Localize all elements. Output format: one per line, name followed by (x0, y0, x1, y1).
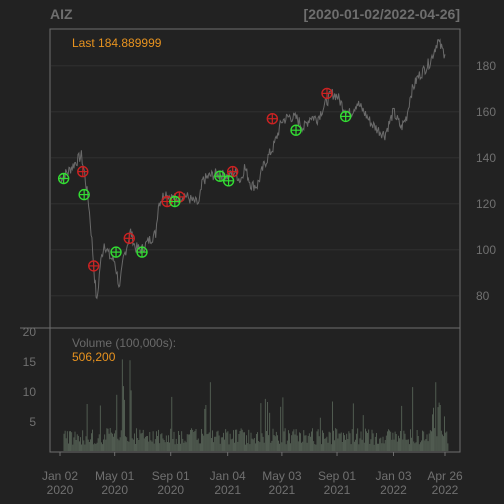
price-tick-label: 140 (476, 151, 496, 165)
time-tick-label-month: Apr 26 (427, 469, 463, 483)
time-tick-label-year: 2020 (157, 483, 184, 497)
buy-signal-marker (222, 175, 235, 187)
buy-signal-marker (169, 195, 181, 208)
volume-last-value: 506,200 (72, 350, 116, 364)
price-tick-label: 100 (476, 243, 496, 257)
time-tick-label-month: Jan 02 (42, 469, 78, 483)
time-tick-label-month: May 01 (95, 469, 135, 483)
buy-signal-marker (110, 246, 122, 258)
time-tick-label-year: 2020 (101, 483, 128, 497)
last-price-label: Last 184.889999 (72, 36, 162, 50)
time-tick-label-month: Jan 04 (210, 469, 246, 483)
volume-label: Volume (100,000s): (72, 336, 176, 350)
sell-signal-marker (226, 165, 239, 178)
time-tick-label-year: 2021 (324, 483, 351, 497)
volume-tick-label: 5 (29, 415, 36, 429)
price-tick-label: 160 (476, 105, 496, 119)
time-tick-label-month: Jan 03 (375, 469, 411, 483)
sell-signal-marker (77, 165, 89, 178)
sell-signal-marker (88, 260, 100, 272)
buy-signal-marker (136, 246, 148, 258)
sell-signal-marker (123, 232, 135, 245)
price-tick-label: 80 (476, 289, 490, 303)
price-panel-frame (49, 28, 461, 329)
buy-signal-marker (290, 124, 302, 136)
volume-tick-label: 15 (23, 355, 37, 369)
sell-signal-marker (321, 87, 333, 100)
price-axis: 80 100 120 140 160 180 (476, 59, 496, 303)
volume-tick-label: 10 (23, 385, 37, 399)
buy-signal-marker (214, 170, 226, 182)
time-tick-label-month: Sep 01 (152, 469, 190, 483)
time-tick-label-year: 2020 (47, 483, 74, 497)
volume-bars (63, 359, 449, 451)
time-tick-label-year: 2021 (214, 483, 241, 497)
time-tick-label-year: 2022 (380, 483, 407, 497)
price-tick-label: 180 (476, 59, 496, 73)
chart-title: AIZ (50, 6, 73, 22)
time-tick-label-month: May 03 (262, 469, 302, 483)
price-tick-label: 120 (476, 197, 496, 211)
volume-tick-label: 20 (23, 325, 37, 339)
time-tick-label-year: 2022 (432, 483, 459, 497)
sell-signal-marker (266, 112, 279, 125)
time-tick-label-year: 2021 (269, 483, 296, 497)
buy-signal-marker (78, 188, 90, 201)
price-gridlines (51, 65, 459, 297)
price-line (59, 38, 446, 300)
volume-axis: 5 10 15 20 (23, 325, 37, 429)
trade-signals (57, 87, 352, 272)
time-tick-label-month: Sep 01 (318, 469, 356, 483)
buy-signal-marker (339, 110, 352, 123)
buy-signal-marker (57, 172, 70, 185)
date-range-label: [2020-01-02/2022-04-26] (304, 6, 460, 22)
